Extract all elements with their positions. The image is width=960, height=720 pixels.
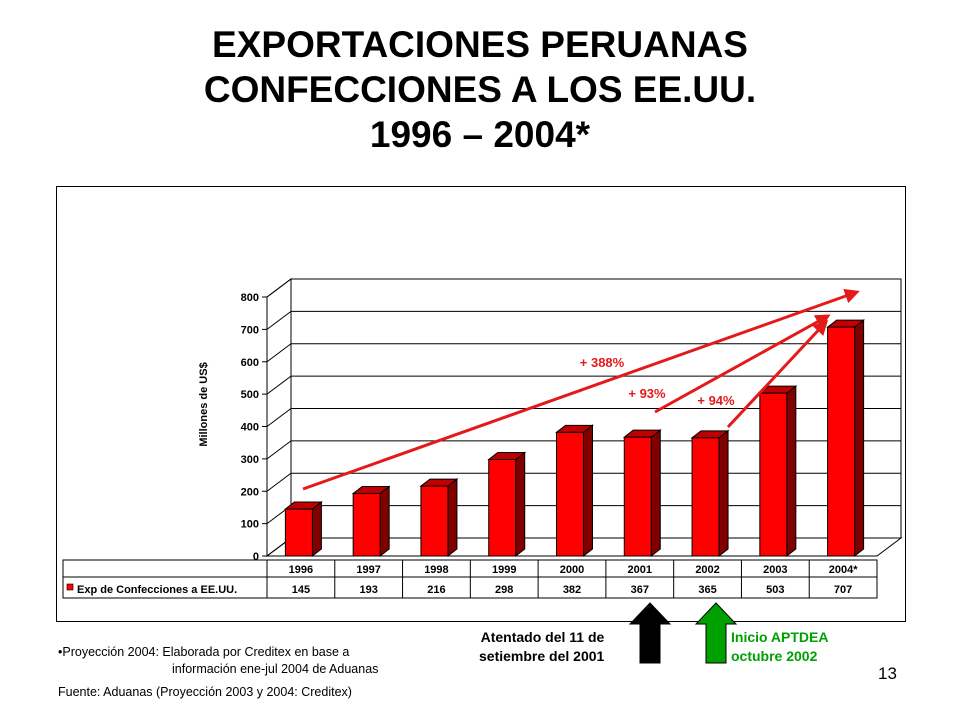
bar-side xyxy=(786,385,797,558)
x-tick-label: 1998 xyxy=(424,564,448,576)
bar-front xyxy=(284,508,313,557)
bar-front xyxy=(691,437,720,557)
data-label: 298 xyxy=(495,584,513,596)
bar xyxy=(351,485,391,558)
gridline-side xyxy=(266,440,292,460)
y-gridlines xyxy=(262,278,901,557)
growth-arrow xyxy=(302,288,860,491)
bar-side xyxy=(311,501,322,558)
slide-title: EXPORTACIONES PERUANAS CONFECCIONES A LO… xyxy=(0,22,960,157)
event-label-aptdea: Inicio APTDEA octubre 2002 xyxy=(731,628,829,666)
bar-front xyxy=(759,392,788,557)
event-atentado-line-2: setiembre del 2001 xyxy=(479,648,605,664)
data-label: 365 xyxy=(698,584,716,596)
data-table: 1996 145 1997 193 1998 216 1999 298 2000 382 2001 3… xyxy=(62,559,878,599)
bar xyxy=(826,319,866,558)
y-tick-label: 300 xyxy=(241,454,259,466)
bar xyxy=(555,424,594,558)
event-aptdea-line-2: octubre 2002 xyxy=(731,648,818,664)
growth-arrow xyxy=(654,314,831,414)
bar-front xyxy=(556,431,584,557)
bar xyxy=(283,501,323,558)
bar-front xyxy=(420,485,449,557)
bar xyxy=(419,478,459,558)
bar xyxy=(690,429,730,558)
data-label: 503 xyxy=(766,584,784,596)
y-tick-label: 600 xyxy=(241,357,259,369)
source-note: Fuente: Aduanas (Proyección 2003 y 2004:… xyxy=(58,685,352,699)
bar-side xyxy=(650,429,661,558)
gridline-side xyxy=(266,343,292,363)
gridline-side xyxy=(266,408,292,427)
bar xyxy=(758,385,798,558)
y-axis-label: Millones de US$ xyxy=(198,362,210,446)
bar-side xyxy=(854,319,865,558)
bar xyxy=(622,429,662,558)
title-line-2: CONFECCIONES A LOS EE.UU. xyxy=(203,69,757,110)
projection-note-line-2: información ene-jul 2004 de Aduanas xyxy=(172,662,379,676)
growth-arrow xyxy=(726,319,829,429)
x-tick-label: 1999 xyxy=(492,564,516,576)
y-tick-label: 800 xyxy=(241,292,259,304)
y-tick-labels: 0 100 200 300 400 500 600 700 800 xyxy=(241,292,259,563)
y-tick-label: 100 xyxy=(241,519,259,531)
event-atentado-line-1: Atentado del 11 de xyxy=(480,629,605,645)
y-tick-label: 500 xyxy=(241,389,259,401)
gridline-side xyxy=(266,310,292,330)
x-tick-label: 2002 xyxy=(695,564,719,576)
legend-swatch xyxy=(66,583,74,591)
event-label-atentado: Atentado del 11 de setiembre del 2001 xyxy=(479,628,604,666)
event-up-arrow xyxy=(628,602,672,664)
x-tick-label: 2000 xyxy=(560,564,584,576)
y-tick-label: 0 xyxy=(253,551,259,563)
page-number: 13 xyxy=(878,664,897,683)
bar-side xyxy=(718,429,729,558)
bar-front xyxy=(352,493,381,557)
growth-label: + 94% xyxy=(697,393,735,408)
bar xyxy=(487,451,527,558)
x-tick-label: 1997 xyxy=(356,564,380,576)
y-tick-label: 200 xyxy=(241,486,259,498)
data-label: 707 xyxy=(834,584,852,596)
bars xyxy=(283,319,866,558)
data-label: 382 xyxy=(563,584,581,596)
bar-front xyxy=(623,436,652,557)
event-arrows xyxy=(628,602,738,664)
bar-side xyxy=(583,424,593,558)
title-line-1: EXPORTACIONES PERUANAS xyxy=(212,24,748,65)
bar-front xyxy=(827,326,856,557)
x-tick-label: 2001 xyxy=(628,564,652,576)
x-tick-label: 2003 xyxy=(763,564,787,576)
title-line-3: 1996 – 2004* xyxy=(369,114,591,155)
legend-label: Exp de Confecciones a EE.UU. xyxy=(77,584,237,596)
gridline-side xyxy=(266,278,292,298)
event-up-arrow xyxy=(694,602,738,664)
bar-side xyxy=(379,485,390,558)
data-label: 145 xyxy=(292,584,310,596)
bar-front xyxy=(488,459,517,557)
x-tick-label: 2004* xyxy=(829,564,858,576)
gridline-side xyxy=(266,375,292,395)
x-tick-label: 1996 xyxy=(289,564,313,576)
event-aptdea-line-1: Inicio APTDEA xyxy=(731,629,829,645)
y-tick-label: 700 xyxy=(241,324,259,336)
bar-side xyxy=(447,478,458,558)
growth-arrows: + 388% + 93% + 94% xyxy=(302,288,860,491)
gridline-side xyxy=(266,472,292,492)
data-label: 216 xyxy=(427,584,445,596)
y-tick-label: 400 xyxy=(241,422,259,434)
growth-label: + 388% xyxy=(580,355,625,370)
projection-note-line-1: •Proyección 2004: Elaborada por Creditex… xyxy=(58,645,350,659)
data-label: 193 xyxy=(359,584,377,596)
data-label: 367 xyxy=(631,584,649,596)
growth-label: + 93% xyxy=(628,386,666,401)
chart-frame xyxy=(56,186,906,622)
bar-side xyxy=(515,451,526,558)
